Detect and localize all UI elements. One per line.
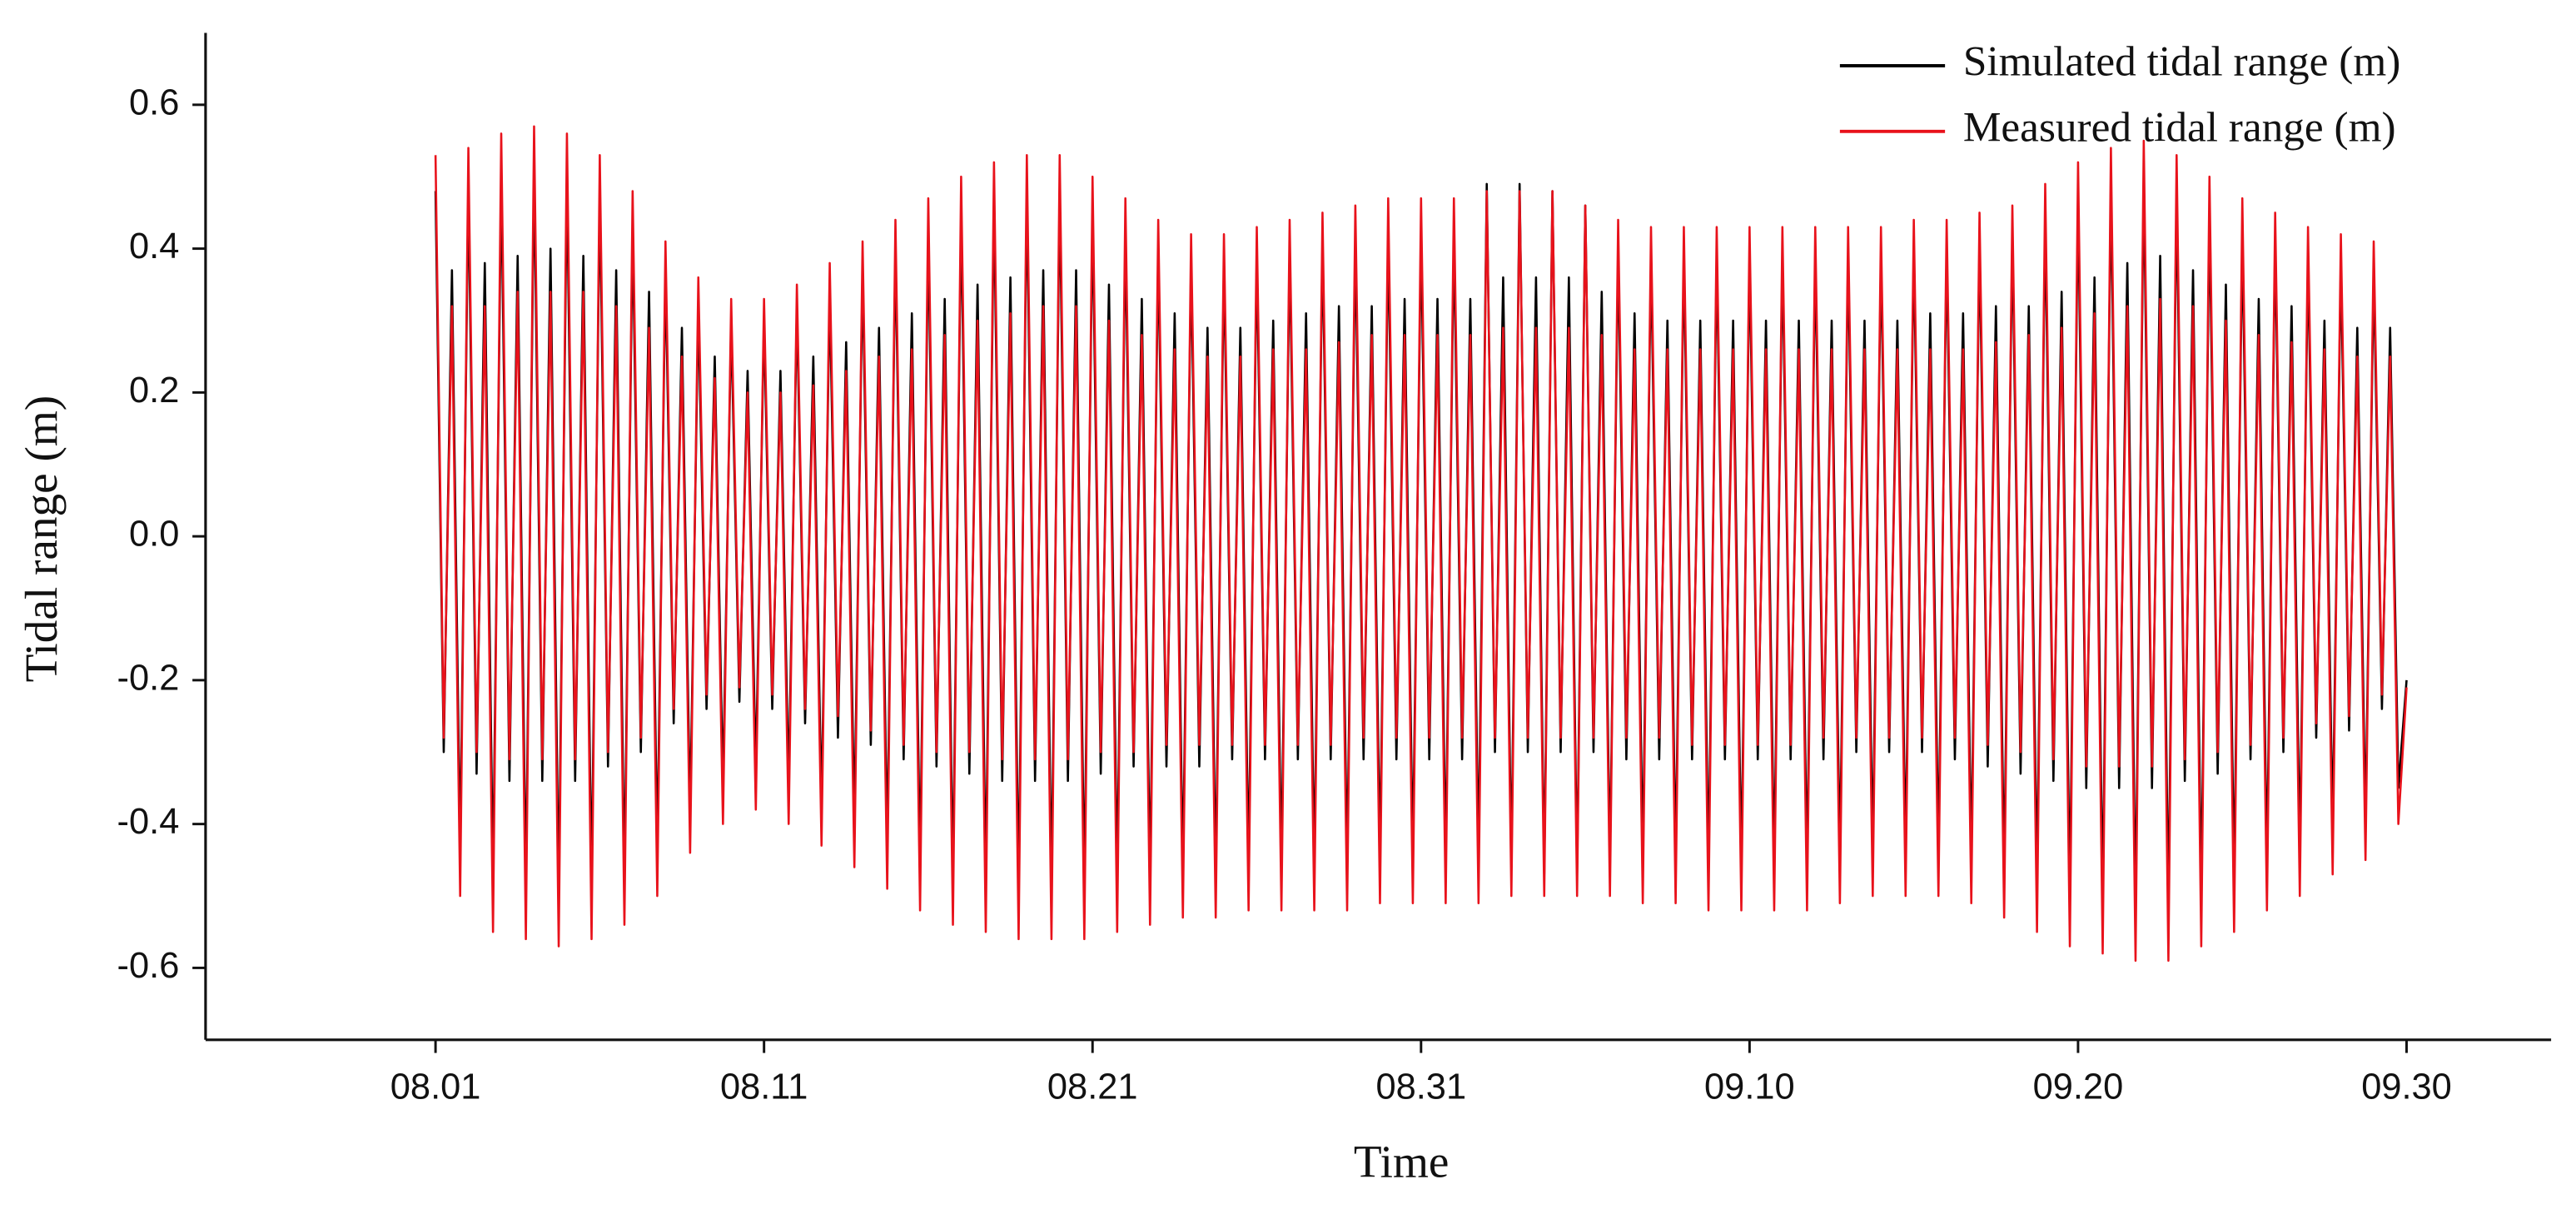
y-tick-label: -0.4 [117, 802, 180, 842]
x-tick-label: 08.11 [720, 1067, 808, 1107]
x-tick-label: 09.10 [1704, 1067, 1795, 1107]
y-axis-title: Tidal range (m) [16, 396, 67, 683]
y-tick-label: 0.6 [129, 82, 179, 122]
x-tick-label: 09.20 [2033, 1067, 2124, 1107]
y-tick-label: 0.2 [129, 371, 179, 410]
x-tick-label: 09.30 [2361, 1067, 2452, 1107]
x-axis-title: Time [1354, 1136, 1450, 1187]
legend-label: Measured tidal range (m) [1963, 104, 2396, 152]
y-tick-label: 0.0 [129, 515, 179, 555]
series-line [434, 125, 2408, 963]
x-tick-label: 08.01 [390, 1067, 481, 1107]
plot-area [434, 125, 2408, 963]
y-tick-label: -0.2 [117, 658, 180, 698]
x-tick-label: 08.31 [1376, 1067, 1467, 1107]
y-tick-label: -0.6 [117, 946, 180, 986]
x-tick-label: 08.21 [1047, 1067, 1138, 1107]
y-tick-label: 0.4 [129, 226, 179, 266]
legend-label: Simulated tidal range (m) [1963, 38, 2400, 86]
